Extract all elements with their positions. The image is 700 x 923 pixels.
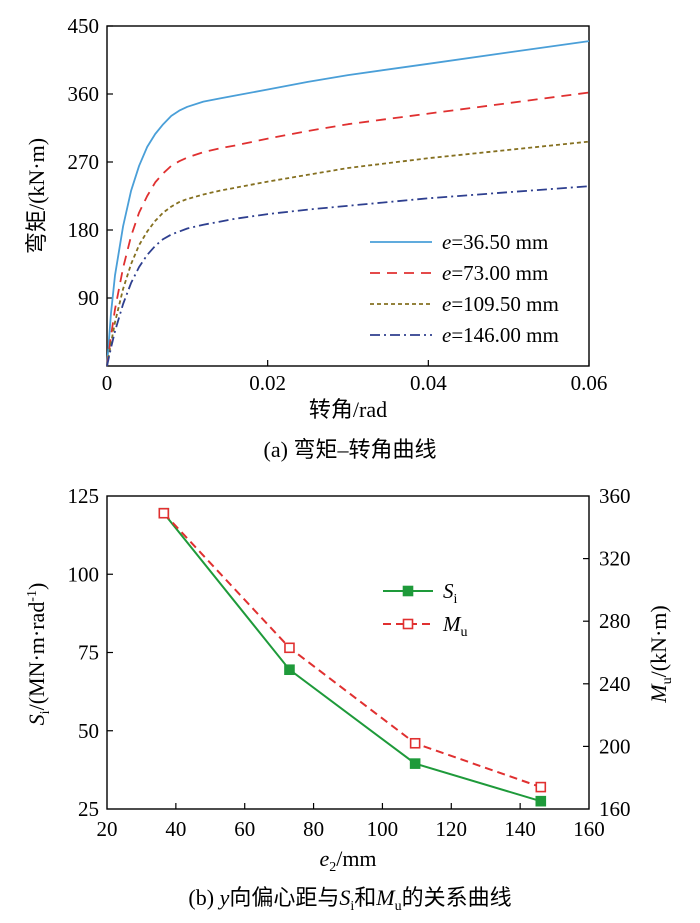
chart-b-series-1-marker bbox=[535, 795, 547, 807]
chart-b-left-y-tick-label: 75 bbox=[78, 641, 99, 665]
chart-a-legend-label-2: e=73.00 mm bbox=[442, 261, 548, 285]
chart-a-y-tick-label: 180 bbox=[68, 218, 100, 242]
chart-b-series-2-marker bbox=[158, 507, 170, 519]
chart-b-x-tick-label: 20 bbox=[97, 817, 118, 841]
chart-b-series-2-marker bbox=[535, 781, 547, 793]
chart-a-ticks: 0 0.02 0.04 0.06 90 180 270 360 450 bbox=[68, 14, 608, 395]
chart-a-y-tick-label: 450 bbox=[68, 14, 100, 38]
chart-b-x-tick-label: 160 bbox=[573, 817, 605, 841]
chart-b-left-y-axis-label: Si/(MN·m·rad-1) bbox=[24, 583, 53, 726]
chart-b-right-y-axis-label: Mu/(kN·m) bbox=[646, 605, 675, 703]
chart-b-legend-var: M bbox=[442, 612, 462, 636]
chart-b-ticks: 20 40 60 80 100 120 140 160 25 50 75 100 125 160 200 24… bbox=[68, 484, 631, 841]
chart-b-legend-label-2: Mu bbox=[442, 612, 468, 640]
chart-a-legend-var: e bbox=[442, 323, 451, 347]
chart-b-series bbox=[158, 507, 547, 807]
chart-b-left-y-tick-label: 25 bbox=[78, 797, 99, 821]
chart-a-legend-value: =36.50 mm bbox=[451, 230, 548, 254]
chart-a-x-tick-label: 0.06 bbox=[571, 371, 608, 395]
chart-a-y-tick-label: 90 bbox=[78, 286, 99, 310]
chart-b-series-2-marker bbox=[284, 642, 295, 654]
chart-b-x-tick-label: 120 bbox=[436, 817, 468, 841]
chart-a-legend-var: e bbox=[442, 292, 451, 316]
chart-b-x-axis-label: e2/mm bbox=[319, 846, 376, 875]
chart-a-legend-var: e bbox=[442, 230, 451, 254]
chart-b-right-y-tick-label: 280 bbox=[599, 609, 631, 633]
chart-a-legend-value: =109.50 mm bbox=[451, 292, 559, 316]
chart-b-right-y-tick-label: 240 bbox=[599, 672, 631, 696]
chart-a-plot-frame bbox=[106, 25, 590, 367]
chart-a-legend-label-4: e=146.00 mm bbox=[442, 323, 559, 347]
chart-a-y-axis-label: 弯矩/(kN·m) bbox=[24, 138, 49, 254]
chart-b-series-line-1 bbox=[163, 512, 542, 803]
chart-a-legend-label-3: e=109.50 mm bbox=[442, 292, 559, 316]
chart-a-x-axis-label: 转角/rad bbox=[309, 397, 387, 422]
chart-a-y-tick-label: 360 bbox=[68, 82, 100, 106]
chart-a-legend-value: =146.00 mm bbox=[451, 323, 559, 347]
chart-b-right-y-tick-label: 360 bbox=[599, 484, 631, 508]
chart-b-x-tick-label: 40 bbox=[165, 817, 186, 841]
chart-b-x-tick-label: 80 bbox=[303, 817, 324, 841]
chart-b-caption: (b) y向偏心距与Si和Mu的关系曲线 bbox=[188, 885, 511, 914]
chart-a-legend: e=36.50 mme=73.00 mme=109.50 mme=146.00 … bbox=[370, 230, 559, 347]
chart-b-legend-marker-2 bbox=[402, 618, 414, 630]
chart-b-legend-sub: i bbox=[454, 592, 458, 607]
chart-b-right-y-tick-label: 160 bbox=[599, 797, 631, 821]
chart-b-legend-sub: u bbox=[461, 625, 468, 640]
chart-b-legend-label-1: Si bbox=[443, 579, 458, 607]
chart-b-x-tick-label: 140 bbox=[504, 817, 536, 841]
chart-a-x-tick-label: 0.02 bbox=[249, 371, 286, 395]
chart-b-plot-frame bbox=[106, 495, 590, 810]
chart-b-legend-var: S bbox=[443, 579, 454, 603]
chart-a-series-line-2 bbox=[106, 91, 590, 367]
chart-a-series bbox=[106, 40, 590, 367]
chart-a-x-tick-label: 0 bbox=[102, 371, 113, 395]
chart-b-left-y-tick-label: 125 bbox=[68, 484, 100, 508]
chart-a-y-tick-label: 270 bbox=[68, 150, 100, 174]
chart-b-x-tick-label: 60 bbox=[234, 817, 255, 841]
chart-b-legend-marker-1 bbox=[402, 585, 414, 597]
chart-b-left-y-tick-label: 100 bbox=[68, 562, 100, 586]
chart-a-legend-var: e bbox=[442, 261, 451, 285]
chart-a-legend-label-1: e=36.50 mm bbox=[442, 230, 548, 254]
chart-a-series-line-1 bbox=[106, 40, 590, 367]
chart-b-x-tick-label: 100 bbox=[367, 817, 399, 841]
chart-b: 20 40 60 80 100 120 140 160 25 50 75 100 125 160 200 24… bbox=[24, 484, 675, 914]
chart-b-right-y-tick-label: 320 bbox=[599, 547, 631, 571]
chart-b-series-1-marker bbox=[284, 664, 295, 676]
chart-b-series-line-2 bbox=[163, 512, 542, 789]
chart-a-caption: (a) 弯矩–转角曲线 bbox=[264, 437, 437, 462]
chart-a-x-tick-label: 0.04 bbox=[410, 371, 447, 395]
chart-b-series-2-marker bbox=[409, 737, 421, 749]
chart-b-right-y-tick-label: 200 bbox=[599, 734, 631, 758]
chart-b-series-1-marker bbox=[409, 758, 421, 769]
chart-b-left-y-tick-label: 50 bbox=[78, 719, 99, 743]
chart-a-series-line-3 bbox=[106, 140, 590, 367]
chart-a-legend-value: =73.00 mm bbox=[451, 261, 548, 285]
